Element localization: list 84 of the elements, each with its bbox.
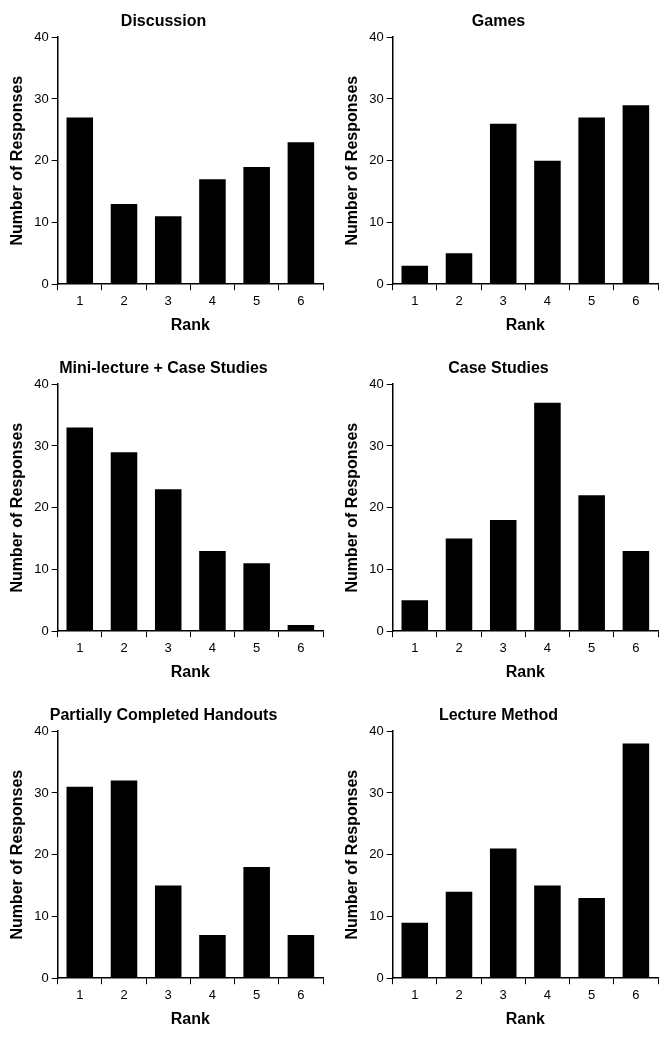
x-axis-title: Rank bbox=[505, 662, 545, 680]
x-tick-label: 5 bbox=[588, 986, 596, 1002]
x-tick-label: 1 bbox=[76, 986, 84, 1002]
y-tick-label: 20 bbox=[34, 499, 49, 515]
y-tick-label: 10 bbox=[34, 908, 49, 924]
y-axis-title: Number of Responses bbox=[343, 75, 361, 246]
x-tick-label: 2 bbox=[455, 292, 463, 308]
y-axis-title: Number of Responses bbox=[343, 769, 361, 940]
x-tick-label: 2 bbox=[455, 986, 463, 1002]
y-tick-label: 30 bbox=[369, 90, 384, 106]
y-axis-title: Number of Responses bbox=[8, 75, 26, 246]
x-tick-label: 5 bbox=[253, 639, 261, 655]
y-tick-label: 0 bbox=[41, 969, 49, 985]
x-axis-title: Rank bbox=[505, 315, 545, 333]
y-tick-label: 40 bbox=[34, 28, 49, 44]
x-tick-label: 3 bbox=[164, 292, 172, 308]
x-tick-label: 2 bbox=[120, 986, 128, 1002]
y-tick-label: 30 bbox=[34, 90, 49, 106]
y-tick-label: 40 bbox=[369, 28, 384, 44]
x-tick-label: 1 bbox=[411, 292, 419, 308]
x-tick-label: 6 bbox=[297, 986, 305, 1002]
x-tick-label: 3 bbox=[499, 292, 507, 308]
y-tick-label: 20 bbox=[369, 846, 384, 862]
y-tick-label: 40 bbox=[34, 722, 49, 738]
x-tick-label: 5 bbox=[588, 292, 596, 308]
chart-title: Lecture Method bbox=[438, 706, 559, 724]
y-tick-label: 0 bbox=[376, 622, 384, 638]
chart-title: Discussion bbox=[120, 12, 207, 30]
chart-title: Mini-lecture + Case Studies bbox=[59, 359, 268, 377]
y-tick-label: 0 bbox=[376, 275, 384, 291]
x-tick-label: 2 bbox=[120, 292, 128, 308]
x-tick-label: 6 bbox=[297, 292, 305, 308]
x-tick-label: 3 bbox=[499, 639, 507, 655]
chart-title: Case Studies bbox=[448, 359, 549, 377]
x-tick-label: 6 bbox=[632, 639, 640, 655]
x-tick-label: 5 bbox=[253, 986, 261, 1002]
chart-title: Games bbox=[471, 12, 526, 30]
x-tick-label: 4 bbox=[543, 986, 552, 1002]
y-tick-label: 10 bbox=[34, 561, 49, 577]
x-tick-label: 3 bbox=[164, 986, 172, 1002]
x-axis-title: Rank bbox=[170, 662, 210, 680]
x-tick-label: 6 bbox=[632, 292, 640, 308]
x-tick-label: 3 bbox=[164, 639, 172, 655]
y-tick-label: 20 bbox=[369, 152, 384, 168]
x-tick-label: 2 bbox=[455, 639, 463, 655]
y-axis-title: Number of Responses bbox=[343, 422, 361, 593]
x-tick-label: 4 bbox=[543, 292, 552, 308]
y-tick-label: 30 bbox=[34, 784, 49, 800]
x-axis-title: Rank bbox=[170, 1009, 210, 1027]
y-tick-label: 20 bbox=[34, 846, 49, 862]
x-tick-label: 1 bbox=[76, 639, 84, 655]
y-tick-label: 10 bbox=[369, 214, 384, 230]
x-tick-label: 5 bbox=[253, 292, 261, 308]
y-tick-label: 30 bbox=[369, 437, 384, 453]
x-tick-label: 4 bbox=[543, 639, 552, 655]
y-tick-label: 10 bbox=[34, 214, 49, 230]
y-tick-label: 40 bbox=[369, 375, 384, 391]
x-axis-title: Rank bbox=[505, 1009, 545, 1027]
y-tick-label: 40 bbox=[369, 722, 384, 738]
x-tick-label: 4 bbox=[208, 986, 217, 1002]
chart-title: Partially Completed Handouts bbox=[49, 706, 278, 724]
y-tick-label: 0 bbox=[376, 969, 384, 985]
y-axis-title: Number of Responses bbox=[8, 422, 26, 593]
y-tick-label: 30 bbox=[369, 784, 384, 800]
y-tick-label: 0 bbox=[41, 275, 49, 291]
x-tick-label: 1 bbox=[76, 292, 84, 308]
y-tick-label: 30 bbox=[34, 437, 49, 453]
x-tick-label: 1 bbox=[411, 986, 419, 1002]
x-tick-label: 5 bbox=[588, 639, 596, 655]
y-tick-label: 20 bbox=[369, 499, 384, 515]
y-tick-label: 20 bbox=[34, 152, 49, 168]
x-tick-label: 3 bbox=[499, 986, 507, 1002]
x-tick-label: 4 bbox=[208, 292, 217, 308]
x-tick-label: 1 bbox=[411, 639, 419, 655]
x-tick-label: 6 bbox=[297, 639, 305, 655]
y-tick-label: 40 bbox=[34, 375, 49, 391]
x-tick-label: 2 bbox=[120, 639, 128, 655]
y-axis-title: Number of Responses bbox=[8, 769, 26, 940]
x-axis-title: Rank bbox=[170, 315, 210, 333]
y-tick-label: 10 bbox=[369, 908, 384, 924]
x-tick-label: 6 bbox=[632, 986, 640, 1002]
y-tick-label: 10 bbox=[369, 561, 384, 577]
x-tick-label: 4 bbox=[208, 639, 217, 655]
y-tick-label: 0 bbox=[41, 622, 49, 638]
